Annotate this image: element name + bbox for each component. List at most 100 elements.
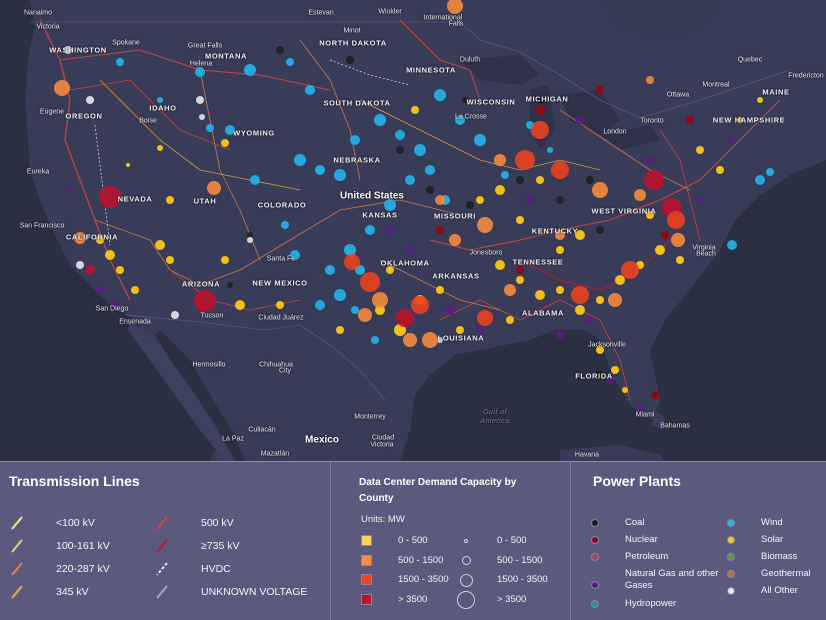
power-plant-legend-item: Geothermal — [727, 568, 811, 580]
transmission-legend-item: HVDC — [155, 562, 231, 576]
power-plant-legend-label: Hydropower — [625, 598, 677, 609]
dashed-line-icon — [155, 562, 169, 576]
plant-type-dot-icon — [727, 553, 735, 561]
power-plant-legend-item: Petroleum — [591, 551, 668, 563]
power-plant-legend-item: Coal — [591, 517, 645, 529]
color-scale-item: 1500 - 3500 — [361, 574, 449, 585]
legend-panel: Transmission Lines <100 kV 100-161 kV 220-… — [0, 461, 826, 620]
power-plant-legend-item: Natural Gas and other Gases — [591, 568, 725, 592]
power-plant-legend-item: Wind — [727, 517, 783, 529]
transmission-legend-label: HVDC — [201, 563, 231, 575]
transmission-legend-label: UNKNOWN VOLTAGE — [201, 586, 308, 598]
solar-plants — [96, 97, 763, 393]
color-scale-item: 500 - 1500 — [361, 554, 444, 566]
size-scale-label: > 3500 — [497, 593, 527, 605]
transmission-legend-item: UNKNOWN VOLTAGE — [155, 585, 307, 599]
plant-type-dot-icon — [727, 587, 735, 595]
plant-type-dot-icon — [591, 600, 599, 608]
plant-type-dot-icon — [591, 581, 599, 589]
transmission-legend-item: 345 kV — [10, 585, 89, 599]
size-circle-icon — [459, 573, 473, 587]
color-scale-item: 0 - 500 — [361, 535, 428, 546]
us-mexico-border — [124, 314, 386, 401]
transmission-legend-item: ≥735 kV — [155, 539, 239, 553]
power-plant-legend-label: Geothermal — [761, 568, 811, 579]
line-icon — [10, 539, 24, 553]
size-circle-icon — [464, 539, 468, 543]
size-scale-label: 1500 - 3500 — [497, 574, 548, 585]
great-lakes — [460, 55, 660, 150]
data-center-units: Units: MW — [361, 514, 405, 525]
transmission-legend-item: 220-287 kV — [10, 562, 110, 576]
power-plant-legend-item: Hydropower — [591, 598, 676, 610]
line-icon — [10, 585, 24, 599]
power-plant-legend-label: Solar — [761, 534, 784, 545]
line-icon — [155, 516, 169, 530]
transmission-legend-title: Transmission Lines — [9, 473, 140, 489]
map-canvas[interactable] — [0, 0, 826, 461]
hudson-bay-area — [600, 0, 720, 40]
transmission-lines — [39, 19, 781, 401]
power-plant-legend-item: All Other — [727, 585, 798, 597]
transmission-legend-label: 220-287 kV — [56, 563, 110, 575]
us-canada-border — [30, 21, 791, 119]
data-center-legend-title: Data Center Demand Capacity by County — [359, 477, 517, 504]
plant-type-dot-icon — [727, 536, 735, 544]
power-plant-legend-label: Biomass — [761, 551, 798, 562]
transmission-legend-label: 345 kV — [56, 586, 89, 598]
gulf-of-california — [155, 330, 245, 461]
transmission-legend-item: 100-161 kV — [10, 539, 110, 553]
power-plant-legend-label: Coal — [625, 517, 645, 528]
transmission-legend-label: ≥735 kV — [201, 540, 240, 552]
cuba — [560, 445, 665, 461]
color-swatch-icon — [361, 535, 372, 546]
color-swatch-icon — [361, 554, 372, 566]
color-scale-item: > 3500 — [361, 593, 428, 605]
transmission-lines-legend: Transmission Lines <100 kV 100-161 kV 220-… — [0, 462, 330, 620]
power-plant-legend-label: All Other — [761, 585, 798, 596]
other-plants — [64, 46, 443, 343]
wind-plants — [116, 58, 774, 344]
size-scale-label: 0 - 500 — [497, 535, 527, 546]
transmission-legend-label: 500 kV — [201, 517, 234, 529]
size-scale-label: 500 - 1500 — [497, 554, 543, 566]
color-scale-label: > 3500 — [398, 593, 428, 605]
plant-type-dot-icon — [727, 519, 735, 527]
transmission-legend-item: 500 kV — [155, 516, 234, 530]
size-circle-icon — [461, 556, 471, 565]
plant-type-dot-icon — [591, 553, 599, 561]
line-icon — [155, 585, 169, 599]
color-scale-label: 1500 - 3500 — [398, 574, 449, 585]
power-plant-legend-item: Nuclear — [591, 534, 658, 546]
power-plant-legend-label: Wind — [761, 517, 783, 528]
gas-plants — [67, 116, 733, 414]
bahamas — [652, 410, 665, 430]
data-center-demand — [54, 0, 685, 348]
transmission-legend-label: 100-161 kV — [56, 540, 110, 552]
baja-peninsula — [128, 320, 240, 461]
plant-type-dot-icon — [591, 536, 599, 544]
color-swatch-icon — [361, 593, 372, 605]
color-swatch-icon — [361, 574, 372, 585]
power-plants-legend-title: Power Plants — [593, 473, 681, 489]
plant-type-dot-icon — [727, 570, 735, 578]
plant-type-dot-icon — [591, 519, 599, 527]
size-circle-icon — [457, 590, 475, 609]
nuclear-plants — [436, 86, 694, 399]
transmission-legend-item: <100 kV — [10, 516, 95, 530]
power-grid-map[interactable]: United States Mexico WASHINGTON OREGON IDAHO… — [0, 0, 826, 461]
power-plant-legend-item: Biomass — [727, 551, 797, 563]
power-plant-legend-item: Solar — [727, 534, 783, 546]
line-icon — [10, 516, 24, 530]
line-icon — [155, 539, 169, 553]
north-america-land — [0, 0, 826, 461]
transmission-legend-label: <100 kV — [56, 517, 95, 529]
power-plant-legend-label: Petroleum — [625, 551, 669, 562]
color-scale-label: 0 - 500 — [398, 535, 428, 546]
color-scale-label: 500 - 1500 — [398, 554, 444, 566]
coal-plants — [227, 46, 604, 379]
power-plant-legend-label: Natural Gas and other Gases — [625, 568, 719, 591]
data-center-demand-legend: Data Center Demand Capacity by County Un… — [330, 462, 570, 620]
power-plants-legend: Power Plants Coal Nuclear Petroleum Natural… — [570, 462, 826, 620]
power-plant-legend-label: Nuclear — [625, 534, 658, 545]
